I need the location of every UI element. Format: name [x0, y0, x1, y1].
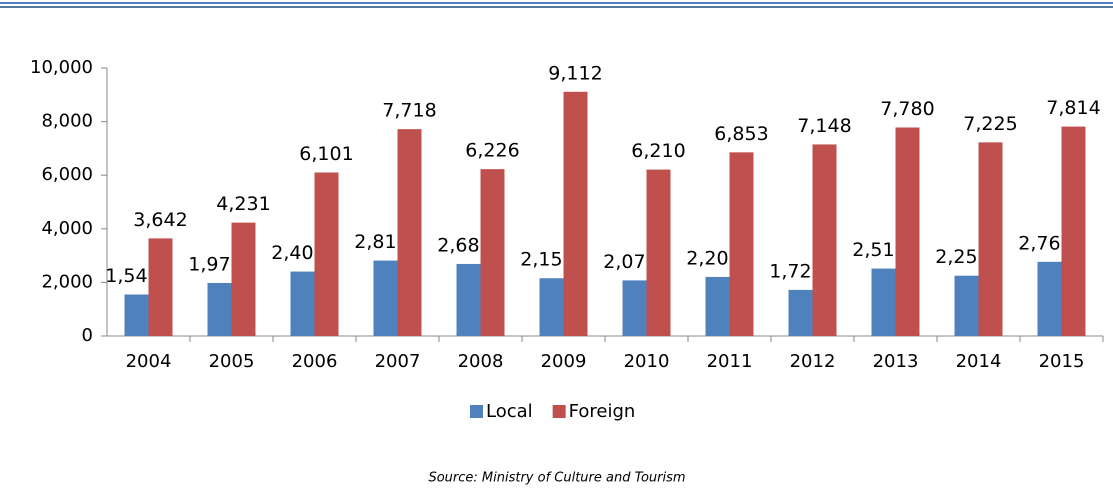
legend-label: Foreign — [569, 401, 636, 422]
bar — [539, 278, 564, 336]
x-tick-label: 2010 — [624, 351, 670, 372]
bar — [290, 271, 315, 336]
bar — [456, 263, 481, 336]
bar — [1061, 126, 1086, 336]
bar — [812, 144, 837, 336]
x-tick-label: 2006 — [292, 351, 338, 372]
data-label: 1,720 — [769, 260, 823, 282]
y-tick-label: 0 — [82, 325, 93, 346]
data-label: 2,155 — [520, 249, 574, 271]
data-label: 6,226 — [465, 140, 519, 162]
x-tick-label: 2005 — [209, 351, 255, 372]
bar — [871, 268, 896, 336]
bar — [231, 222, 256, 336]
y-tick-label: 8,000 — [41, 111, 93, 132]
data-label: 2,815 — [354, 231, 408, 253]
legend-swatch — [552, 405, 566, 418]
data-label: 6,101 — [299, 143, 353, 165]
x-tick-label: 2014 — [956, 351, 1002, 372]
bar — [314, 172, 339, 336]
x-tick-label: 2008 — [458, 351, 504, 372]
bar — [397, 129, 422, 336]
bar — [480, 169, 505, 336]
bar — [373, 260, 398, 336]
bar — [954, 275, 979, 336]
data-label: 6,853 — [714, 123, 768, 145]
y-tick-label: 6,000 — [41, 164, 93, 185]
y-tick-label: 2,000 — [41, 271, 93, 292]
bar — [978, 142, 1003, 336]
x-tick-label: 2012 — [790, 351, 836, 372]
data-label: 1,979 — [188, 253, 242, 275]
y-tick-label: 10,000 — [30, 57, 93, 78]
bar — [1037, 261, 1062, 336]
bar — [563, 91, 588, 336]
data-label: 4,231 — [216, 193, 270, 215]
bar — [622, 280, 647, 336]
data-label: 6,210 — [631, 140, 685, 162]
data-label: 7,718 — [382, 100, 436, 122]
data-label: 7,225 — [963, 113, 1017, 135]
x-tick-label: 2011 — [707, 351, 753, 372]
x-tick-label: 2013 — [873, 351, 919, 372]
data-label: 2,689 — [437, 234, 491, 256]
bar — [124, 294, 149, 336]
y-tick-label: 4,000 — [41, 218, 93, 239]
data-label: 3,642 — [133, 209, 187, 231]
bar — [729, 152, 754, 336]
bar — [207, 282, 232, 336]
data-label: 1,549 — [105, 265, 159, 287]
x-tick-label: 2004 — [126, 351, 172, 372]
data-label: 2,516 — [852, 239, 906, 261]
bar — [646, 169, 671, 336]
bar — [148, 238, 173, 336]
data-label: 7,814 — [1046, 97, 1100, 119]
legend-label: Local — [486, 401, 533, 422]
x-tick-label: 2009 — [541, 351, 587, 372]
x-tick-label: 2015 — [1039, 351, 1085, 372]
source-note: Source: Ministry of Culture and Tourism — [428, 471, 685, 486]
data-label: 7,148 — [797, 115, 851, 137]
data-label: 2,075 — [603, 251, 657, 273]
bar — [895, 127, 920, 336]
data-label: 2,404 — [271, 242, 325, 264]
data-label: 9,112 — [548, 62, 602, 84]
data-label: 2,768 — [1018, 232, 1072, 254]
bar — [705, 276, 730, 336]
x-tick-label: 2007 — [375, 351, 421, 372]
bar — [788, 289, 813, 336]
data-label: 2,204 — [686, 247, 740, 269]
data-label: 2,250 — [935, 246, 989, 268]
legend-swatch — [470, 405, 483, 418]
data-label: 7,780 — [880, 98, 934, 120]
